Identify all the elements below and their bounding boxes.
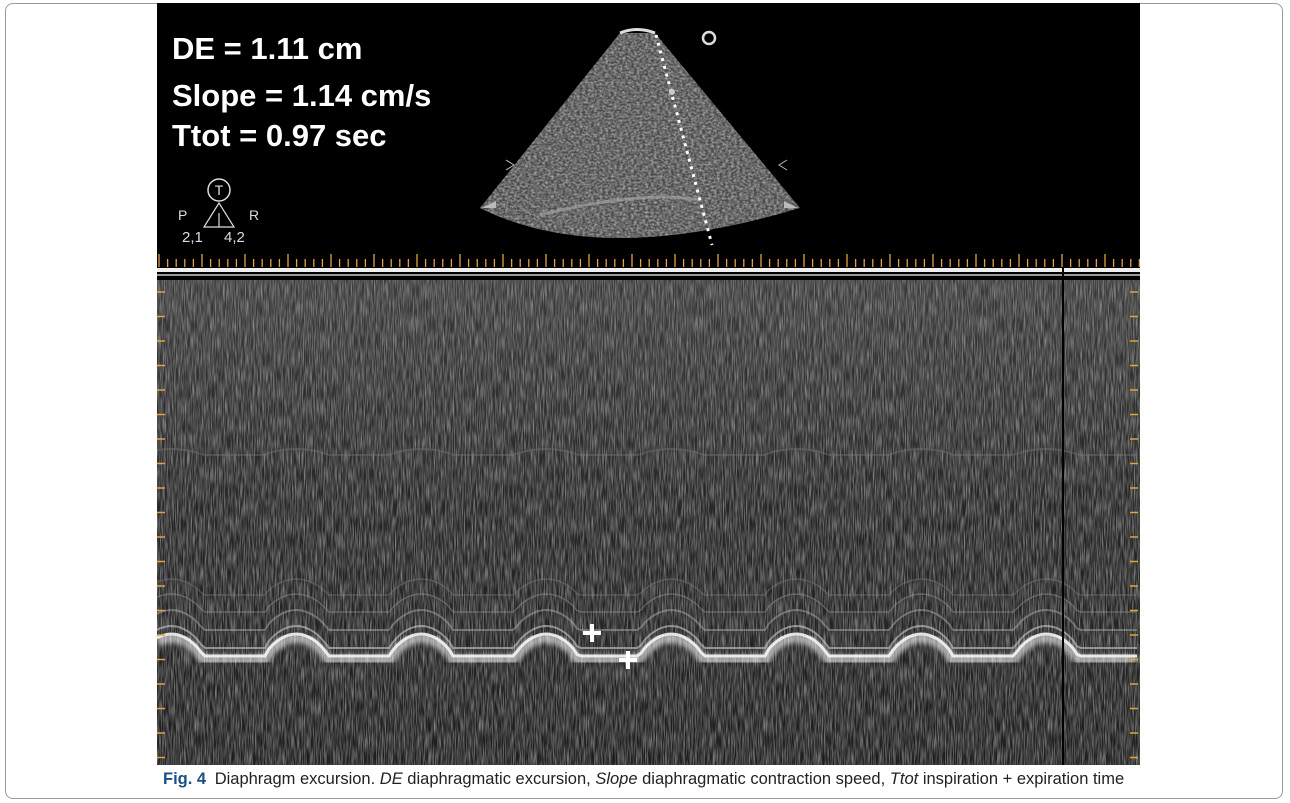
caption-label: Fig. 4 [163, 770, 207, 788]
echo-line [154, 632, 1137, 665]
echo-line [156, 632, 1137, 658]
orientation-marker [701, 30, 717, 46]
caliper-markers [583, 624, 637, 669]
figure-caption: Fig. 4 Diaphragm excursion. DE diaphragm… [163, 770, 1124, 789]
probe-right-value: 4,2 [224, 229, 245, 246]
caption-term: DE [379, 770, 403, 788]
ruler-bar [157, 268, 1140, 272]
probe-face [619, 28, 656, 35]
caption-title: Diaphragm excursion. [214, 770, 376, 788]
ruler-ticks [158, 254, 1141, 267]
probe-mode: T [215, 182, 224, 198]
caption-definition: diaphragmatic contraction speed, [642, 770, 886, 788]
echo-line [156, 608, 1137, 631]
caption-term: Slope [595, 770, 638, 788]
depth-ticks [157, 291, 1138, 759]
focus-markers [505, 159, 788, 171]
caption-term: Ttot [889, 770, 919, 788]
ruler-bar-shadow [157, 274, 1140, 276]
echo-line [156, 578, 1137, 596]
probe-left-value: 2,1 [182, 229, 203, 246]
caption-definition: inspiration + expiration time [922, 770, 1125, 788]
echo-line [156, 624, 1137, 649]
sector-echo [539, 195, 701, 217]
diaphragm-trace [154, 447, 1137, 665]
ultrasound-image: DE = 1.11 cm Slope = 1.14 cm/s Ttot = 0.… [154, 3, 1141, 765]
probe-circle [207, 178, 231, 202]
echo-line [156, 593, 1137, 613]
scan-marker [669, 89, 675, 95]
caption-definition: diaphragmatic excursion, [407, 770, 591, 788]
measurement: Slope = 1.14 cm/s [172, 78, 431, 113]
measurement: Ttot = 0.97 sec [172, 118, 387, 153]
m-mode-texture [157, 280, 1140, 765]
probe-icon: T P R 2,1 4,2 [178, 178, 259, 246]
probe-left: P [178, 207, 187, 223]
measurements: DE = 1.11 cm Slope = 1.14 cm/s Ttot = 0.… [172, 31, 431, 153]
measurement: DE = 1.11 cm [172, 31, 362, 66]
echo-line [156, 447, 1137, 456]
probe-triangle [202, 201, 236, 228]
probe-right: R [249, 207, 259, 223]
